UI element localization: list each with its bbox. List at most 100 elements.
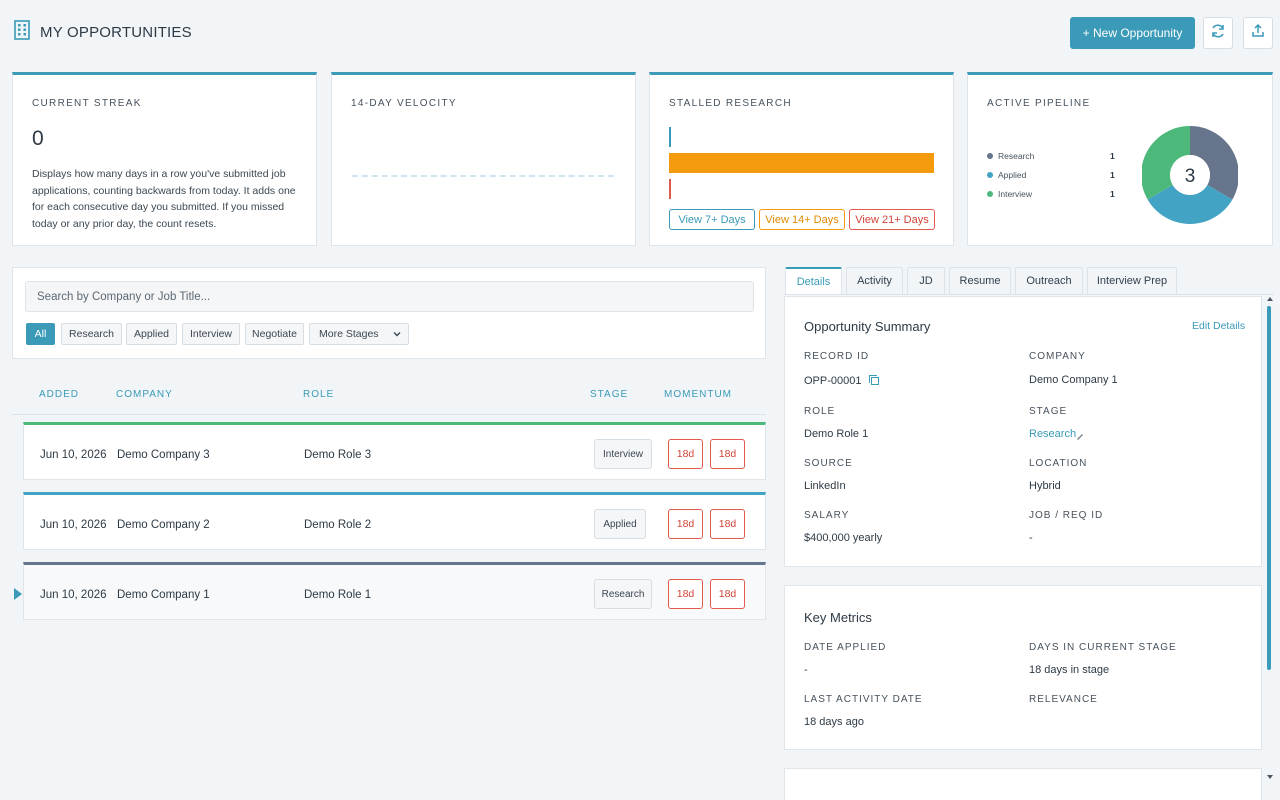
last-activity-label: LAST ACTIVITY DATE <box>804 694 923 705</box>
detail-panel <box>784 294 1274 800</box>
edit-details-link[interactable]: Edit Details <box>1192 320 1246 332</box>
more-stages-dropdown[interactable]: More Stages <box>309 323 409 345</box>
next-section <box>784 768 1262 800</box>
detail-scrollbar[interactable] <box>1266 296 1274 782</box>
cell-added: Jun 10, 2026 <box>40 519 107 531</box>
streak-value: 0 <box>32 127 44 150</box>
donut-slice-applied <box>1147 185 1233 224</box>
cell-company: Demo Company 3 <box>117 449 210 461</box>
tab-outreach[interactable]: Outreach <box>1015 267 1083 294</box>
legend-label: Interview <box>998 189 1033 199</box>
column-header-momentum[interactable]: MOMENTUM <box>664 389 732 400</box>
legend-dot <box>987 191 993 197</box>
days-in-stage-value: 18 days in stage <box>1029 664 1110 676</box>
donut-slice-interview <box>1142 126 1190 200</box>
filter-chip-applied[interactable]: Applied <box>126 323 177 345</box>
donut-total: 3 <box>1185 166 1196 187</box>
section-title: Key Metrics <box>804 610 872 625</box>
legend-count: 1 <box>1110 151 1115 161</box>
tab-details[interactable]: Details <box>785 267 842 294</box>
cell-role: Demo Role 3 <box>304 449 372 461</box>
location-value: Hybrid <box>1029 480 1061 492</box>
card-label: 14-DAY VELOCITY <box>351 98 457 109</box>
filter-chip-negotiate[interactable]: Negotiate <box>245 323 304 345</box>
streak-description: Displays how many days in a row you've s… <box>32 168 296 230</box>
key-metrics-section: Key Metrics DATE APPLIED - DAYS IN CURRE… <box>784 585 1262 750</box>
job-id-value: - <box>1029 532 1033 544</box>
cell-added: Jun 10, 2026 <box>40 449 107 461</box>
scroll-up-icon <box>1267 297 1273 301</box>
tab-interview-prep[interactable]: Interview Prep <box>1087 267 1177 294</box>
column-header-added[interactable]: ADDED <box>39 389 80 400</box>
salary-value: $400,000 yearly <box>804 532 883 544</box>
legend-label: Applied <box>998 170 1027 180</box>
table-row[interactable]: Jun 10, 2026 Demo Company 2 Demo Role 2 … <box>23 492 766 550</box>
stage-label: STAGE <box>1029 406 1068 417</box>
momentum-badge: 18d <box>668 509 703 539</box>
stage-badge[interactable]: Applied <box>594 509 646 539</box>
momentum-badge: 18d <box>710 509 745 539</box>
stalled-bar-7 <box>669 127 671 147</box>
source-value: LinkedIn <box>804 480 846 492</box>
filter-chip-all[interactable]: All <box>26 323 55 345</box>
page-title-group: MY OPPORTUNITIES <box>14 20 192 45</box>
date-applied-value: - <box>804 664 808 676</box>
export-button[interactable] <box>1243 17 1273 49</box>
record-id-value: OPP-00001 <box>804 375 862 387</box>
stalled-research-card: STALLED RESEARCH View 7+ Days View 14+ D… <box>649 72 954 246</box>
cell-company: Demo Company 1 <box>117 589 210 601</box>
record-id-label: RECORD ID <box>804 351 870 362</box>
job-id-label: JOB / REQ ID <box>1029 510 1104 521</box>
view-14-days-button[interactable]: View 14+ Days <box>759 209 845 230</box>
filter-chip-research[interactable]: Research <box>61 323 122 345</box>
filter-chip-interview[interactable]: Interview <box>182 323 240 345</box>
stage-badge[interactable]: Research <box>594 579 652 609</box>
selected-row-indicator <box>14 588 22 600</box>
search-input[interactable] <box>25 281 754 312</box>
new-opportunity-button[interactable]: + New Opportunity <box>1070 17 1195 49</box>
velocity-sparkline <box>352 175 614 177</box>
section-title: Opportunity Summary <box>804 319 931 334</box>
current-streak-card: CURRENT STREAK 0 Displays how many days … <box>12 72 317 246</box>
column-header-role[interactable]: ROLE <box>303 389 335 400</box>
legend-item-research: Research 1 <box>987 151 1115 161</box>
source-label: SOURCE <box>804 458 853 469</box>
card-label: ACTIVE PIPELINE <box>987 98 1091 109</box>
pencil-icon[interactable] <box>1075 428 1085 446</box>
donut-slice-research <box>1190 126 1238 200</box>
tab-activity[interactable]: Activity <box>846 267 903 294</box>
opportunity-summary-section: Opportunity Summary Edit Details RECORD … <box>784 296 1262 567</box>
more-stages-label: More Stages <box>319 328 379 340</box>
column-header-company[interactable]: COMPANY <box>116 389 173 400</box>
table-row[interactable]: Jun 10, 2026 Demo Company 3 Demo Role 3 … <box>23 422 766 480</box>
tab-resume[interactable]: Resume <box>949 267 1011 294</box>
tab-jd[interactable]: JD <box>907 267 945 294</box>
page-title: MY OPPORTUNITIES <box>40 24 192 41</box>
momentum-badge: 18d <box>710 439 745 469</box>
salary-label: SALARY <box>804 510 850 521</box>
stalled-bar-14 <box>669 153 934 173</box>
copy-icon[interactable] <box>868 373 880 391</box>
role-label: ROLE <box>804 406 836 417</box>
momentum-badge: 18d <box>668 579 703 609</box>
pipeline-donut-chart: 3 <box>1142 126 1238 224</box>
column-header-stage[interactable]: STAGE <box>590 389 629 400</box>
view-7-days-button[interactable]: View 7+ Days <box>669 209 755 230</box>
date-applied-label: DATE APPLIED <box>804 642 887 653</box>
stage-badge[interactable]: Interview <box>594 439 652 469</box>
legend-dot <box>987 172 993 178</box>
legend-item-interview: Interview 1 <box>987 189 1115 199</box>
refresh-button[interactable] <box>1203 17 1233 49</box>
table-row-selected[interactable]: Jun 10, 2026 Demo Company 1 Demo Role 1 … <box>23 562 766 620</box>
days-in-stage-label: DAYS IN CURRENT STAGE <box>1029 642 1177 653</box>
cell-role: Demo Role 2 <box>304 519 372 531</box>
scrollbar-thumb[interactable] <box>1267 306 1271 670</box>
stage-value-link[interactable]: Research <box>1029 428 1077 440</box>
cell-company: Demo Company 2 <box>117 519 210 531</box>
cell-added: Jun 10, 2026 <box>40 589 107 601</box>
building-icon <box>14 20 30 45</box>
cell-role: Demo Role 1 <box>304 589 372 601</box>
role-value: Demo Role 1 <box>804 428 869 440</box>
view-21-days-button[interactable]: View 21+ Days <box>849 209 935 230</box>
legend-count: 1 <box>1110 170 1115 180</box>
